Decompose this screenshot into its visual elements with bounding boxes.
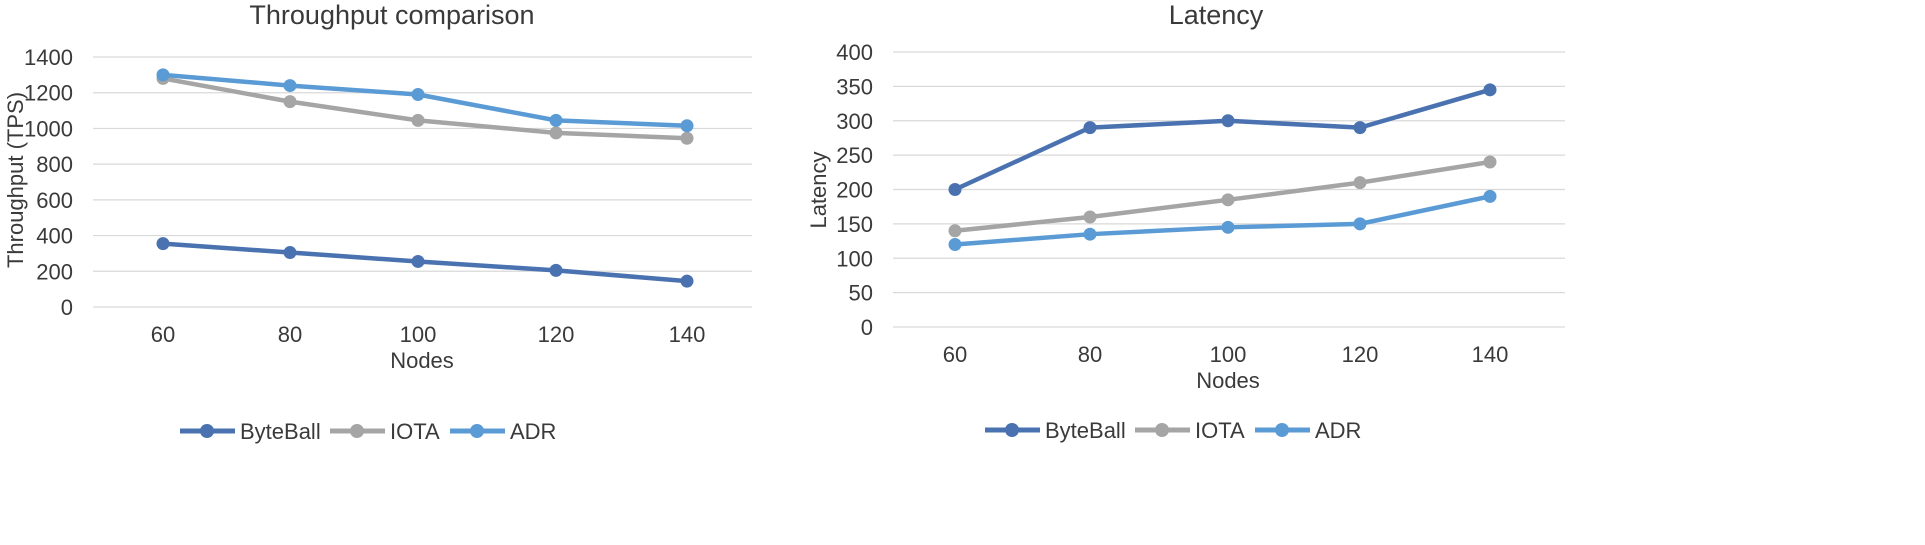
data-point: [948, 224, 962, 238]
data-point: [948, 183, 962, 196]
legend-swatch-marker: [1155, 423, 1169, 437]
grid: [93, 56, 752, 308]
data-point: [680, 274, 694, 288]
y-tick-label: 200: [36, 259, 73, 284]
x-axis-label: Nodes: [390, 348, 454, 373]
data-point: [411, 254, 425, 268]
legend-label: IOTA: [1195, 418, 1245, 443]
legend-swatch-marker: [1005, 423, 1019, 437]
series-lines: [948, 83, 1497, 251]
data-point: [156, 68, 170, 82]
x-tick-label: 60: [943, 342, 967, 367]
x-ticks: 60 80 100 120 140: [151, 322, 706, 347]
y-tick-label: 1000: [24, 116, 73, 141]
data-point: [680, 131, 694, 145]
x-tick-label: 120: [538, 322, 575, 347]
legend: ByteBall IOTA ADR: [985, 418, 1361, 443]
latency-chart: Latency Nodes Latency 0 50 100 150 200 250 300…: [806, 0, 1565, 443]
data-point: [680, 119, 694, 133]
legend-swatch-marker: [200, 424, 214, 438]
legend-swatch-marker: [1275, 423, 1289, 437]
legend-label: ADR: [510, 419, 556, 444]
grid: [893, 51, 1565, 328]
y-tick-label: 600: [36, 188, 73, 213]
data-point: [1221, 193, 1235, 207]
data-point: [549, 113, 563, 127]
y-tick-label: 350: [836, 74, 873, 99]
x-tick-label: 140: [1472, 342, 1509, 367]
throughput-chart: Throughput comparison Nodes Throughput (…: [3, 0, 752, 444]
series-line-iota: [162, 76, 688, 141]
y-tick-label: 150: [836, 212, 873, 237]
y-tick-label: 250: [836, 143, 873, 168]
data-point: [549, 126, 563, 140]
x-ticks: 60 80 100 120 140: [943, 342, 1509, 367]
y-tick-label: 300: [836, 109, 873, 134]
legend-label: ByteBall: [240, 419, 321, 444]
x-tick-label: 100: [400, 322, 437, 347]
y-tick-label: 0: [61, 295, 73, 320]
y-ticks: 0 50 100 150 200 250 300 350 400: [836, 40, 873, 340]
series-line-byteball: [162, 241, 688, 284]
y-tick-label: 800: [36, 152, 73, 177]
series-lines: [156, 68, 694, 288]
data-point: [1353, 176, 1367, 190]
y-tick-label: 0: [861, 315, 873, 340]
y-tick-label: 400: [36, 224, 73, 249]
data-point: [411, 88, 425, 101]
data-point: [156, 237, 170, 251]
x-tick-label: 80: [1078, 342, 1102, 367]
y-tick-label: 1400: [24, 45, 73, 70]
y-tick-label: 50: [849, 281, 873, 306]
data-point: [1353, 121, 1367, 135]
y-tick-label: 200: [836, 178, 873, 203]
data-point: [1221, 220, 1235, 234]
data-point: [1083, 121, 1097, 135]
legend-label: IOTA: [390, 419, 440, 444]
y-tick-label: 400: [836, 40, 873, 65]
data-point: [948, 238, 962, 251]
legend-label: ADR: [1315, 418, 1361, 443]
data-point: [1221, 114, 1235, 128]
data-point: [1483, 155, 1497, 169]
data-point: [1353, 217, 1367, 231]
x-tick-label: 140: [669, 322, 706, 347]
data-point: [283, 246, 297, 260]
y-ticks: 0 200 400 600 800 1000 1200 1400: [24, 45, 73, 320]
data-point: [411, 113, 425, 127]
x-tick-label: 100: [1210, 342, 1247, 367]
legend: ByteBall IOTA ADR: [180, 419, 556, 444]
data-point: [1083, 227, 1097, 241]
data-point: [1083, 210, 1097, 224]
legend-label: ByteBall: [1045, 418, 1126, 443]
x-axis-label: Nodes: [1196, 368, 1260, 393]
data-point: [1483, 189, 1497, 203]
y-axis-label: Throughput (TPS): [3, 92, 28, 268]
data-point: [1483, 83, 1497, 97]
y-tick-label: 1200: [24, 81, 73, 106]
legend-swatch-marker: [350, 424, 364, 438]
data-point: [549, 263, 563, 277]
x-tick-label: 120: [1342, 342, 1379, 367]
data-point: [283, 79, 297, 93]
legend-swatch-marker: [470, 424, 484, 438]
y-tick-label: 100: [836, 246, 873, 271]
y-axis-label: Latency: [806, 151, 831, 228]
chart-title: Throughput comparison: [249, 0, 534, 30]
series-line-adr: [162, 72, 688, 128]
x-tick-label: 80: [278, 322, 302, 347]
data-point: [283, 95, 297, 109]
chart-title: Latency: [1169, 0, 1264, 30]
x-tick-label: 60: [151, 322, 175, 347]
